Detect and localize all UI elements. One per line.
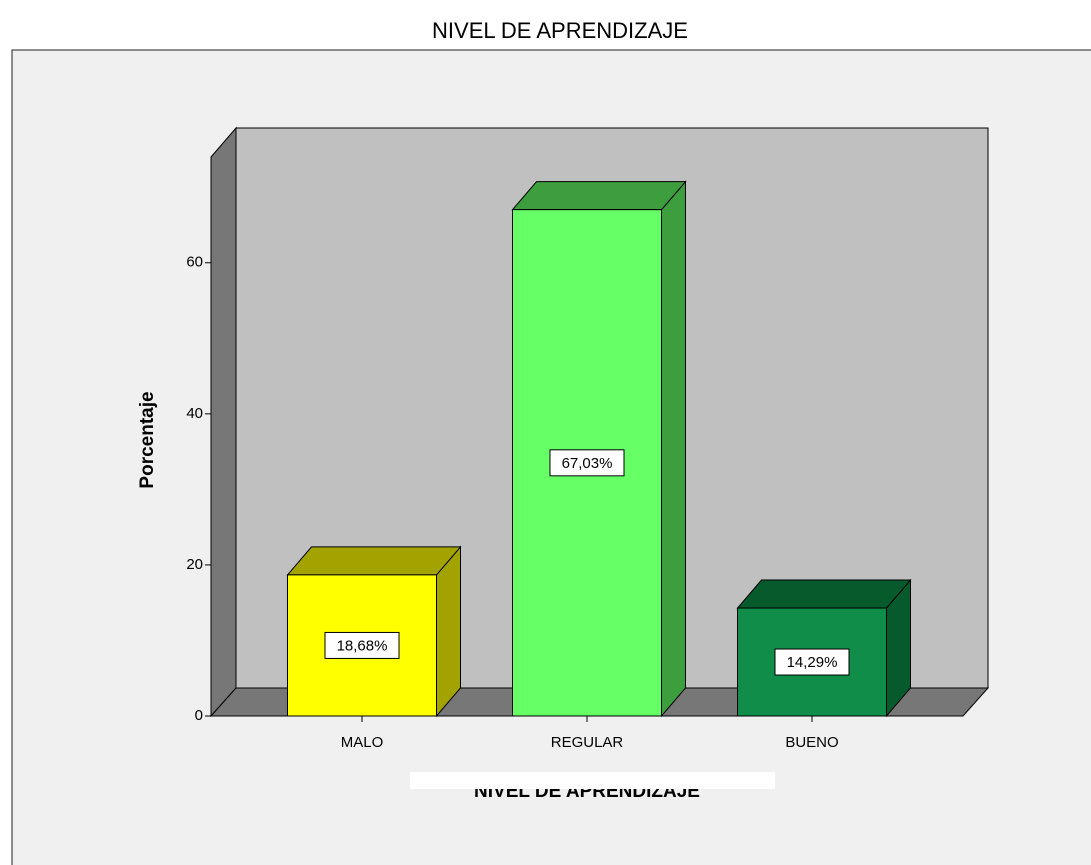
value-label: 67,03%	[562, 455, 613, 472]
y-tick-label: 0	[195, 707, 203, 724]
bar-top	[511, 181, 687, 211]
side-wall	[210, 126, 237, 718]
value-label: 14,29%	[787, 654, 838, 671]
y-tick-label: 20	[186, 556, 203, 573]
y-tick-label: 60	[186, 254, 203, 271]
x-tick-label: REGULAR	[551, 734, 624, 751]
x-tick-label: BUENO	[785, 734, 838, 751]
y-tick-label: 40	[186, 405, 203, 422]
value-label-box	[324, 631, 400, 659]
value-label-box	[774, 648, 850, 676]
y-axis-label: Porcentaje	[137, 391, 158, 488]
bar-side	[661, 180, 686, 718]
bar-top	[286, 546, 462, 576]
bar-side	[436, 545, 461, 718]
chart-title: NIVEL DE APRENDIZAJE	[432, 18, 688, 43]
value-label-box	[549, 449, 625, 477]
label-cover	[410, 772, 775, 789]
bar-top	[736, 579, 912, 609]
x-tick-label: MALO	[341, 734, 384, 751]
value-label: 18,68%	[337, 637, 388, 654]
